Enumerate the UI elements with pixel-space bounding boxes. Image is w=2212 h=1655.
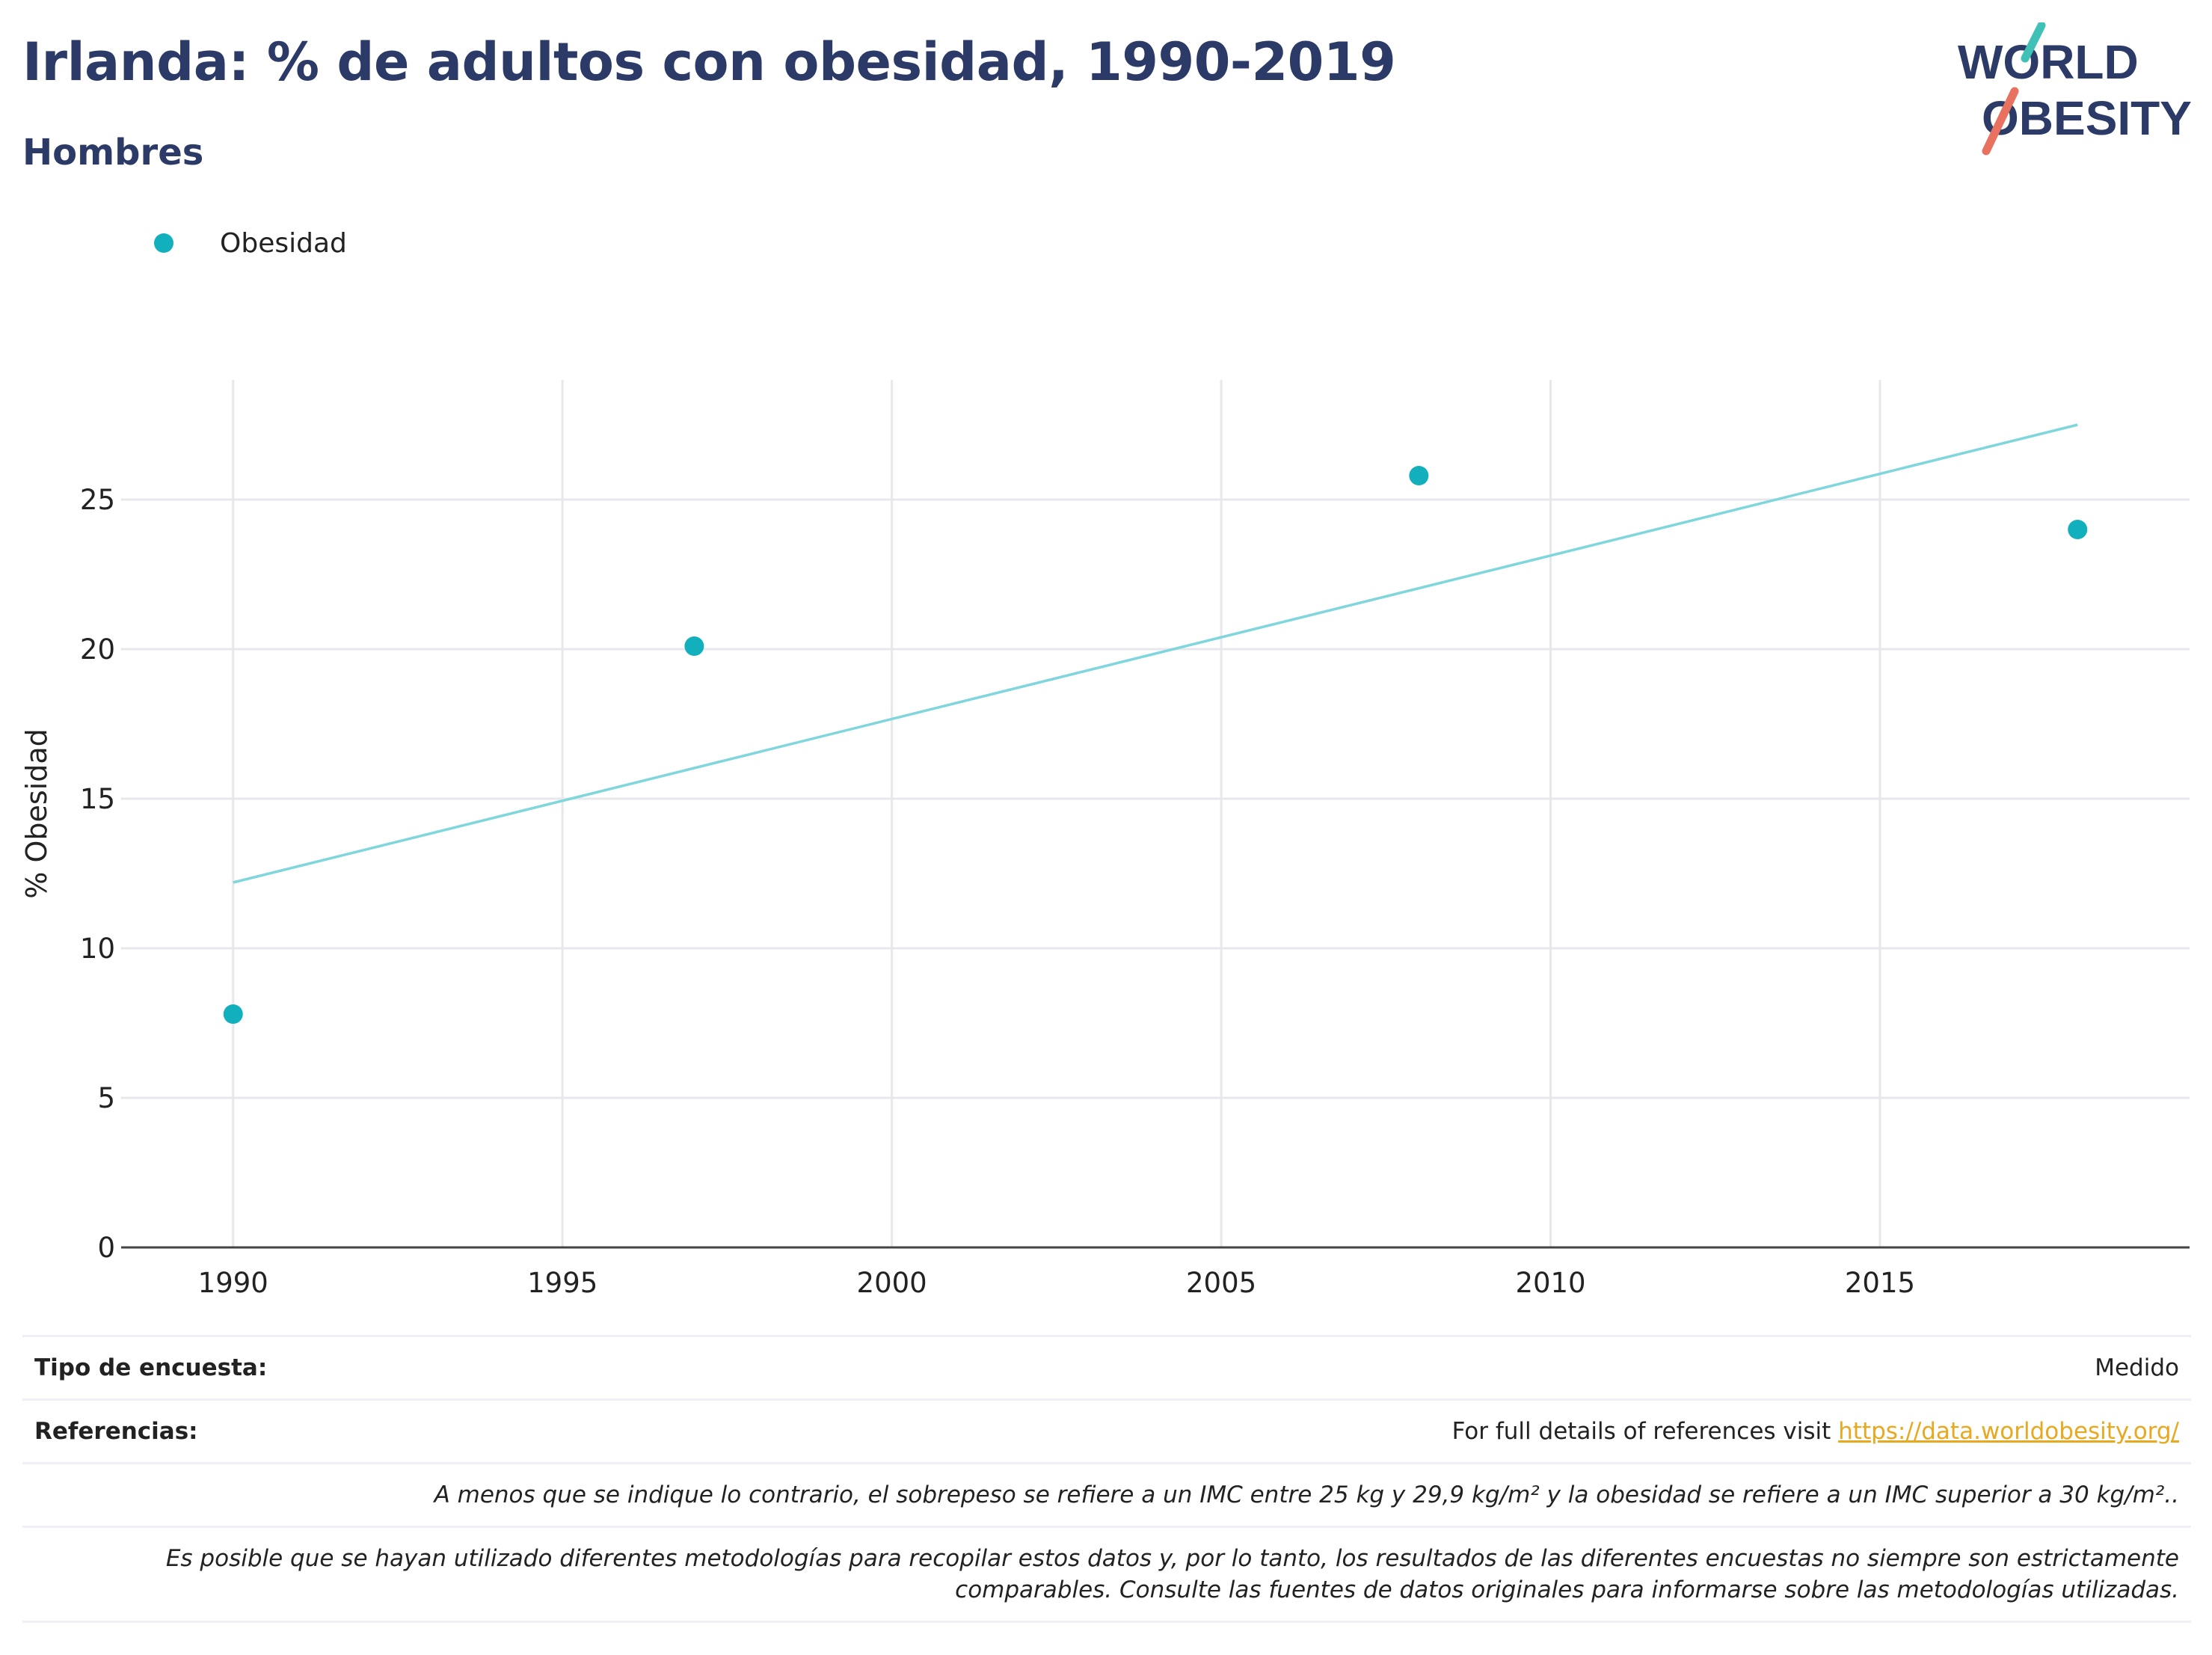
x-tick-label: 1995 <box>527 1267 597 1299</box>
footer-row-note1: A menos que se indique lo contrario, el … <box>22 1462 2191 1526</box>
world-obesity-logo: WORLD OBESITY <box>1958 22 2192 156</box>
y-tick-label: 20 <box>80 633 115 666</box>
note-methodology-line1: Es posible que se hayan utilizado difere… <box>165 1545 2179 1572</box>
trendline <box>233 423 2078 884</box>
legend-label: Obesidad <box>220 227 347 259</box>
legend[interactable]: Obesidad <box>154 224 347 262</box>
footer-row-references: Referencias: For full details of referen… <box>22 1398 2191 1462</box>
x-tick-label: 2005 <box>1186 1267 1256 1299</box>
references-value: For full details of references visit htt… <box>1452 1418 2191 1445</box>
logo-line2: OBESITY <box>1982 91 2192 145</box>
y-tick-label: 15 <box>80 783 115 815</box>
x-tick-label: 2000 <box>857 1267 927 1299</box>
logo-slash-top-icon <box>2021 22 2046 63</box>
references-text: For full details of references visit <box>1451 1418 1839 1445</box>
footer-table: Tipo de encuesta: Medido Referencias: Fo… <box>22 1335 2191 1623</box>
logo-slash-bottom-icon <box>1982 87 2019 156</box>
note-definition: A menos que se indique lo contrario, el … <box>434 1481 2179 1508</box>
y-tick-label: 5 <box>97 1082 115 1114</box>
survey-value: Medido <box>2095 1354 2179 1381</box>
x-tick-label: 2015 <box>1845 1267 1915 1299</box>
x-tick-label: 2010 <box>1515 1267 1585 1299</box>
trendline-line <box>233 423 2078 884</box>
chart-title: Irlanda: % de adultos con obesidad, 1990… <box>22 31 1396 93</box>
legend-marker-icon <box>154 233 173 253</box>
y-axis-label: % Obesidad <box>20 728 53 898</box>
data-point[interactable] <box>684 636 704 656</box>
data-points <box>223 466 2088 1024</box>
survey-label: Tipo de encuesta: <box>34 1354 268 1381</box>
references-link[interactable]: https://data.worldobesity.org/ <box>1838 1418 2179 1445</box>
data-point[interactable] <box>2068 520 2088 539</box>
logo-line1: WORLD <box>1958 35 2139 89</box>
chart-subtitle: Hombres <box>22 132 204 174</box>
y-tick-label: 25 <box>80 484 115 516</box>
footer-row-note2: Es posible que se hayan utilizado difere… <box>22 1526 2191 1623</box>
data-point[interactable] <box>1409 466 1429 485</box>
references-label: Referencias: <box>34 1418 198 1445</box>
axes: 1990 1995 2000 2005 2010 2015 0 5 10 15 20 25 <box>80 484 2190 1299</box>
note-methodology: Es posible que se hayan utilizado difere… <box>22 1543 2191 1606</box>
grid <box>121 380 2190 1247</box>
data-point[interactable] <box>223 1004 243 1024</box>
note-methodology-line2: comparables. Consulte las fuentes de dat… <box>955 1576 2179 1603</box>
x-tick-label: 1990 <box>198 1267 268 1299</box>
y-tick-label: 0 <box>97 1232 115 1264</box>
chart-area: 1990 1995 2000 2005 2010 2015 0 5 10 15 20 25 % Obe… <box>20 380 2190 1299</box>
footer-row-survey: Tipo de encuesta: Medido <box>22 1335 2191 1398</box>
y-tick-label: 10 <box>80 933 115 965</box>
